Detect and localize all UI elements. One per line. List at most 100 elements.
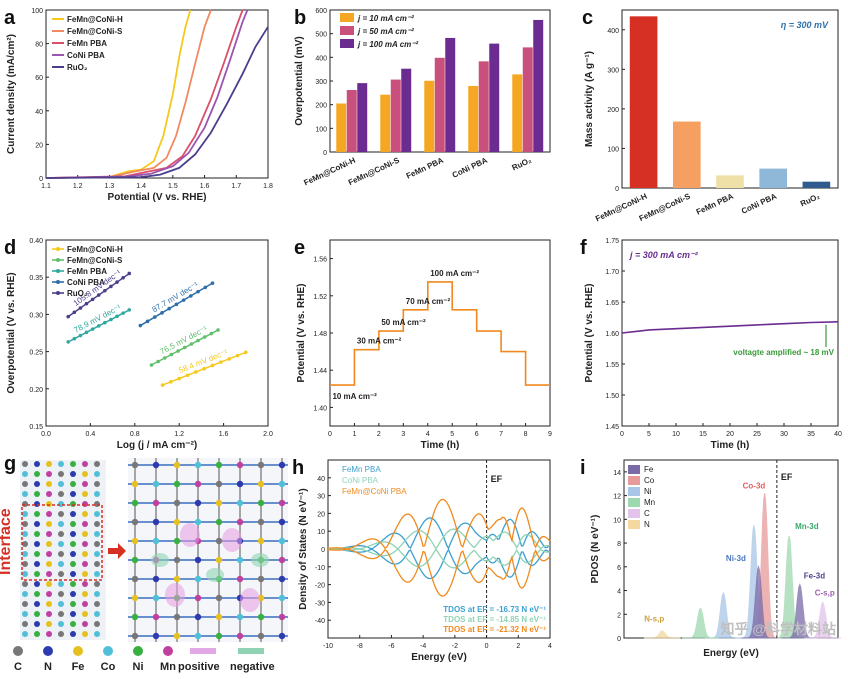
e-xtick-label: 8 — [524, 431, 528, 438]
g-atom — [34, 461, 40, 467]
c-annotation: η = 300 mV — [781, 20, 829, 30]
d-point — [196, 289, 200, 294]
g-atom — [278, 499, 286, 507]
a-legend-label: CoNi PBA — [67, 51, 105, 60]
g-atom — [257, 613, 265, 621]
g-atom — [22, 511, 28, 517]
g-atom — [236, 632, 244, 640]
g-atom — [257, 537, 265, 545]
b-bar — [489, 43, 500, 152]
h-ytick-label: -30 — [315, 600, 325, 607]
h-xtick-label: -6 — [388, 643, 394, 650]
d-point — [115, 314, 119, 319]
d-point — [109, 284, 113, 289]
d-point — [96, 324, 101, 328]
c-category-label: FeMn PBA — [695, 192, 735, 217]
d-point — [219, 360, 223, 364]
d-legend-marker — [56, 247, 60, 251]
i-plot-frame — [623, 459, 839, 639]
d-point — [177, 376, 181, 381]
g-atom — [257, 461, 265, 469]
d-xtick-label: 0.4 — [86, 431, 96, 438]
f-xtick-label: 0 — [620, 431, 624, 438]
h-series-down-0 — [328, 548, 551, 580]
g-atom — [215, 461, 223, 469]
d-point — [96, 293, 101, 297]
g-atom — [94, 611, 100, 617]
g-atom — [94, 471, 100, 477]
i-ytick-label: 8 — [617, 541, 621, 548]
g-atom — [278, 632, 286, 640]
g-charge-positive — [180, 523, 200, 547]
g-atom — [278, 518, 286, 526]
d-point — [182, 345, 187, 350]
e-step-line — [330, 281, 550, 386]
c-bar — [802, 181, 831, 188]
d-xtick-label: 1.6 — [219, 431, 229, 438]
g-atom — [94, 481, 100, 487]
panel-label-g: g — [4, 453, 16, 475]
a-legend-label: RuO₂ — [67, 63, 88, 72]
d-legend-label: FeMn@CoNi-S — [67, 256, 123, 265]
g-atom — [82, 511, 88, 517]
g-atom — [94, 601, 100, 607]
c-bar — [759, 168, 788, 188]
g-atom — [131, 594, 139, 602]
b-ytick-label: 500 — [315, 32, 327, 39]
g-atom — [46, 541, 52, 547]
g-atom — [70, 611, 76, 617]
f-xtick-label: 5 — [647, 431, 651, 438]
d-point — [72, 336, 77, 341]
d-point — [127, 308, 132, 312]
g-charge-negative — [151, 553, 169, 567]
g-atom — [215, 632, 223, 640]
g-atom — [152, 613, 160, 621]
b-bar — [533, 19, 544, 152]
g-atom — [194, 461, 202, 469]
f-ytick-label: 1.70 — [605, 269, 619, 276]
g-atom — [194, 499, 202, 507]
c-bar — [672, 121, 701, 188]
a-ytick-label: 80 — [35, 42, 43, 49]
h-series-down-2 — [327, 548, 551, 597]
e-step-label: 10 mA cm⁻² — [332, 392, 377, 401]
g-atom — [94, 581, 100, 587]
e-step-label: 50 mA cm⁻² — [381, 318, 426, 327]
g-atom — [215, 518, 223, 526]
d-point — [167, 306, 172, 311]
g-atom — [131, 480, 139, 488]
b-ytick-label: 100 — [315, 126, 327, 133]
d-point — [121, 275, 125, 280]
g-atom — [94, 591, 100, 597]
i-ylabel: PDOS (N eV⁻¹) — [590, 515, 601, 584]
g-atom — [152, 632, 160, 640]
g-atom — [82, 611, 88, 617]
b-ytick-label: 300 — [315, 79, 327, 86]
g-atom — [82, 471, 88, 477]
g-atom — [82, 491, 88, 497]
h-ytick-label: -20 — [315, 583, 325, 590]
g-atom — [70, 591, 76, 597]
a-legend-label: FeMn@CoNi-S — [67, 27, 123, 36]
g-atom — [215, 613, 223, 621]
d-point — [203, 285, 208, 290]
g-atom — [94, 501, 100, 507]
g-atom — [46, 461, 52, 467]
d-point — [90, 327, 95, 331]
g-atom — [82, 621, 88, 627]
g-atom — [46, 511, 52, 517]
f-annotation: j = 300 mA cm⁻² — [629, 250, 699, 260]
h-ytick-label: 0 — [321, 547, 325, 554]
g-atom — [58, 561, 64, 567]
panel-h: -10 -8 -6 -4 -2 0 2 4-40-30-20-10010203040Energ… — [298, 459, 552, 663]
h-ytick-label: 40 — [317, 476, 325, 483]
d-point — [66, 314, 70, 319]
b-bar — [445, 37, 456, 152]
h-ytick-label: 20 — [317, 511, 325, 518]
i-legend-label: Co — [644, 476, 655, 485]
e-xtick-label: 7 — [499, 431, 503, 438]
g-atom — [194, 575, 202, 583]
d-xtick-label: 1.2 — [174, 431, 184, 438]
e-step-label: 100 mA cm⁻² — [430, 269, 479, 278]
c-bar — [629, 16, 658, 188]
